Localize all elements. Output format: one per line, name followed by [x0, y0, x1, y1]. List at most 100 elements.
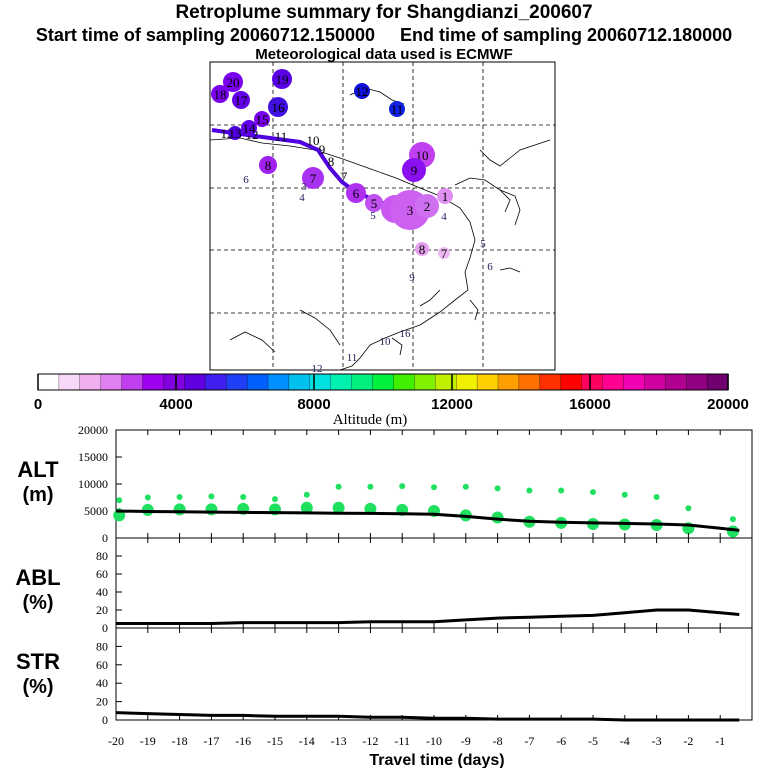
alt-scatter-point	[558, 487, 565, 494]
plume-point	[232, 91, 250, 109]
colorbar-cell	[372, 373, 395, 391]
plume-point	[223, 72, 243, 92]
str-ytick-label: 80	[96, 639, 108, 653]
colorbar-cell	[58, 373, 81, 391]
str-unit: (%)	[22, 676, 53, 698]
alt-scatter-point	[621, 491, 628, 498]
alt-scatter-point	[653, 493, 660, 500]
x-tick-label: -6	[556, 734, 566, 748]
plume-point	[228, 126, 242, 140]
plume-small-label: 4	[299, 192, 305, 204]
colorbar-cell	[560, 373, 583, 391]
colorbar-tick-label: 12000	[431, 396, 473, 413]
colorbar-tick-label: 16000	[569, 396, 611, 413]
alt-scatter-point	[144, 494, 151, 501]
plume-point-label: 8	[265, 158, 272, 173]
colorbar-cell	[246, 373, 269, 391]
sampling-time-line: Start time of sampling 20060712.150000 E…	[0, 25, 768, 46]
x-tick-label: -4	[620, 734, 630, 748]
map-frame	[209, 61, 556, 371]
plume-small-label: 5	[370, 210, 376, 222]
plume-small-label: 6	[487, 261, 493, 273]
colorbar-cell	[476, 373, 499, 391]
abl-panel: ABL (%) 80 60 40 20 0	[15, 537, 753, 635]
trajectory-day-label: 10	[307, 133, 320, 148]
x-tick-label: -8	[493, 734, 503, 748]
abl-ytick-label: 20	[96, 603, 108, 617]
trajectory-day-label: 11	[275, 129, 288, 144]
alt-scatter-point	[462, 483, 469, 490]
alt-scatter-point	[173, 503, 186, 516]
end-time-label: End time of sampling 20060712.180000	[400, 25, 733, 45]
alt-label: ALT	[17, 457, 59, 482]
colorbar-cell	[205, 373, 227, 391]
abl-ytick-label: 40	[96, 585, 108, 599]
x-axis-label: Travel time (days)	[369, 752, 504, 768]
plume-point	[415, 242, 429, 256]
alt-line	[115, 509, 740, 532]
trajectory-day-label: 8	[328, 154, 335, 169]
plume-point-label: 8	[419, 242, 426, 257]
str-panel: STR (%) 80 60 40 20 0	[16, 627, 753, 727]
plume-point-label: 5	[371, 196, 378, 211]
plume-small-label: 10	[380, 336, 392, 348]
alt-scatter-point	[300, 501, 313, 514]
str-line	[115, 711, 740, 722]
alt-scatter-point	[364, 502, 377, 515]
x-tick-label: -15	[267, 734, 283, 748]
plume-point-label: 20	[227, 75, 240, 90]
plume-point	[389, 101, 405, 117]
str-ytick-label: 0	[102, 713, 108, 727]
plume-point-label: 1	[442, 189, 449, 204]
alt-ytick-label: 20000	[78, 423, 108, 437]
colorbar-cell	[644, 373, 666, 391]
str-frame	[115, 627, 753, 721]
colorbar-cell	[351, 373, 374, 391]
colorbar-tick-label: 20000	[707, 396, 749, 413]
plume-point	[268, 97, 288, 117]
alt-ytick-label: 10000	[78, 477, 108, 491]
plume-point-label: 3	[407, 203, 414, 218]
alt-ytick-label: 5000	[84, 504, 108, 518]
met-data-label: Meteorological data used is ECMWF	[255, 46, 513, 63]
colorbar-cell	[79, 373, 102, 391]
alt-scatter-point	[332, 501, 345, 514]
plume-point-label: 17	[235, 93, 249, 108]
alt-scatter-point	[116, 497, 123, 504]
x-tick-label: -2	[683, 734, 693, 748]
plume-point-label: 13	[229, 126, 242, 141]
x-tick-label: -5	[588, 734, 598, 748]
plume-small-label: 6	[243, 174, 249, 186]
alt-scatter-point	[685, 505, 692, 512]
alt-ytick-label: 15000	[78, 450, 108, 464]
plume-point-label: 7	[310, 171, 317, 186]
str-label: STR	[16, 649, 60, 674]
plume-point-label: 11	[391, 102, 404, 117]
plume-point	[211, 85, 229, 103]
plume-point-label: 18	[214, 87, 227, 102]
plume-point	[415, 194, 439, 218]
plume-small-label: 5	[480, 238, 486, 250]
plume-small-label: 3	[301, 181, 307, 193]
colorbar-cell	[309, 373, 332, 391]
plume-point	[254, 111, 270, 127]
colorbar-cell	[581, 373, 604, 391]
x-tick-label: -7	[524, 734, 534, 748]
plume-point-label: 14	[243, 121, 257, 136]
alt-unit: (m)	[22, 484, 53, 506]
alt-scatter-point	[431, 484, 437, 491]
colorbar-label: Altitude (m)	[333, 412, 408, 428]
trajectory-day-label: 7	[341, 169, 348, 184]
alt-scatter-point	[590, 489, 596, 496]
abl-ytick-label: 0	[102, 621, 108, 635]
plume-point	[437, 188, 453, 204]
x-tick-label: -17	[203, 734, 219, 748]
x-tick-label: -16	[235, 734, 251, 748]
colorbar-cell	[602, 373, 625, 391]
plume-points: 1212111098720191817161514131211109876543…	[211, 69, 493, 375]
x-tick-label: -9	[461, 734, 471, 748]
alt-ytick-label: 0	[102, 531, 108, 545]
abl-unit: (%)	[22, 592, 53, 614]
x-tick-label: -1	[715, 734, 725, 748]
